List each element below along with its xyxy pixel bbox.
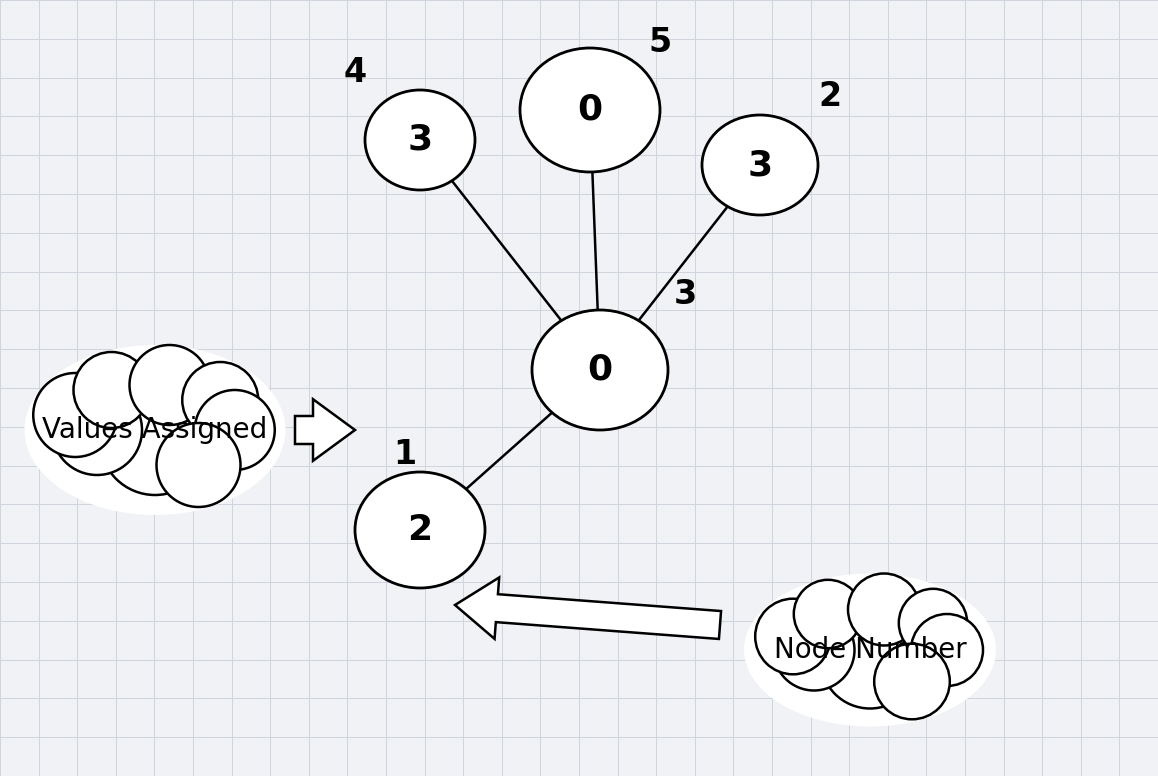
Ellipse shape <box>356 472 485 588</box>
Circle shape <box>899 589 967 657</box>
Circle shape <box>848 573 919 646</box>
Text: Node Number: Node Number <box>774 636 967 664</box>
Ellipse shape <box>532 310 668 430</box>
Text: 1: 1 <box>394 438 417 472</box>
Text: 0: 0 <box>578 93 602 127</box>
Ellipse shape <box>702 115 818 215</box>
Text: 0: 0 <box>587 353 613 387</box>
Ellipse shape <box>365 90 475 190</box>
Ellipse shape <box>743 573 996 726</box>
Text: 5: 5 <box>648 26 672 58</box>
Circle shape <box>73 352 149 428</box>
Circle shape <box>182 362 258 438</box>
Text: 2: 2 <box>819 81 842 113</box>
Circle shape <box>100 385 210 495</box>
Text: 4: 4 <box>344 56 367 88</box>
Ellipse shape <box>520 48 660 172</box>
Circle shape <box>774 609 855 691</box>
Ellipse shape <box>24 345 286 515</box>
Polygon shape <box>295 399 356 461</box>
Text: Values Assigned: Values Assigned <box>43 416 267 444</box>
Circle shape <box>821 609 919 708</box>
Circle shape <box>911 614 983 686</box>
Circle shape <box>874 644 950 719</box>
Circle shape <box>195 390 274 470</box>
Circle shape <box>755 599 830 674</box>
Text: 3: 3 <box>673 279 697 311</box>
Circle shape <box>130 345 210 425</box>
Circle shape <box>793 580 863 648</box>
Text: 3: 3 <box>747 148 772 182</box>
Text: 3: 3 <box>408 123 433 157</box>
Circle shape <box>34 373 117 457</box>
Text: 2: 2 <box>408 513 433 547</box>
Polygon shape <box>455 577 721 639</box>
Circle shape <box>52 385 142 475</box>
Circle shape <box>156 423 241 507</box>
